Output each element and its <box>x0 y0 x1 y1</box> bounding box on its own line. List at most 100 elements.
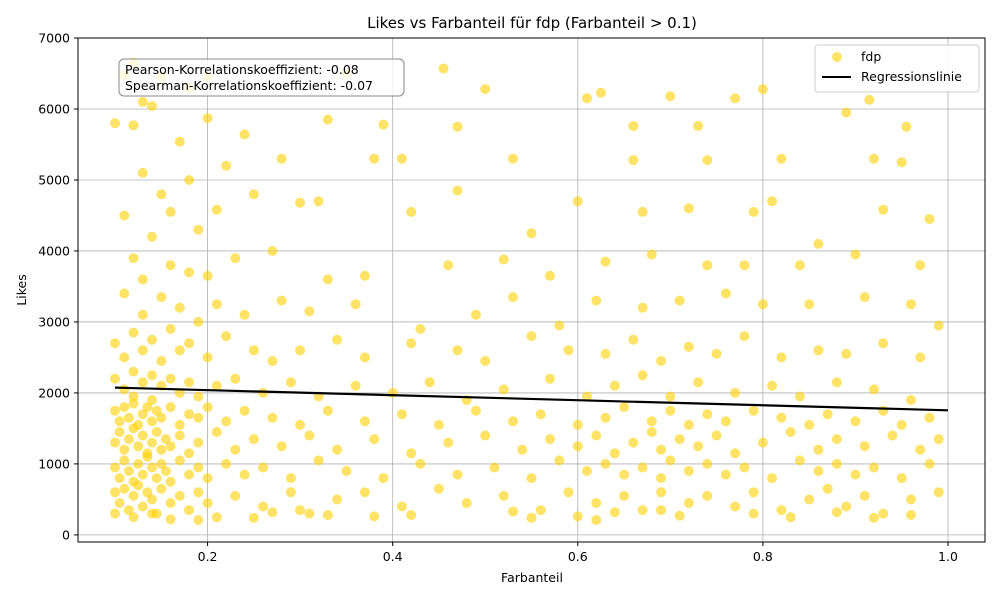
data-point <box>535 505 546 516</box>
data-point <box>133 458 144 469</box>
y-tick-label: 1000 <box>38 456 70 471</box>
data-point <box>147 508 157 519</box>
data-point <box>295 197 306 208</box>
data-point <box>230 444 241 455</box>
data-point <box>137 501 148 512</box>
data-point <box>123 505 134 516</box>
data-point <box>119 352 130 363</box>
data-point <box>582 93 592 104</box>
data-point <box>165 498 176 508</box>
data-point <box>369 511 380 522</box>
chart-title: Likes vs Farbanteil für fdp (Farbanteil … <box>367 14 697 32</box>
data-point <box>174 345 185 356</box>
data-point <box>202 270 213 281</box>
data-point <box>591 430 602 441</box>
data-point <box>193 515 204 525</box>
data-point <box>859 292 870 303</box>
data-point <box>406 448 417 459</box>
data-point <box>554 455 565 466</box>
data-point <box>142 402 153 413</box>
data-point <box>693 377 704 388</box>
data-point <box>415 458 426 469</box>
data-point <box>304 306 315 317</box>
data-point <box>864 94 875 105</box>
data-point <box>591 515 602 525</box>
data-point <box>415 324 426 334</box>
data-point <box>267 356 278 366</box>
data-point <box>572 441 583 452</box>
data-point <box>452 121 463 132</box>
data-point <box>359 416 370 427</box>
data-point <box>433 419 444 430</box>
data-point <box>128 253 139 264</box>
data-point <box>165 476 176 487</box>
data-point <box>202 402 213 413</box>
data-point <box>184 448 195 459</box>
y-tick-label: 0 <box>62 527 70 542</box>
data-point <box>193 462 204 473</box>
data-point <box>915 352 926 363</box>
data-point <box>748 487 759 498</box>
data-point <box>322 510 333 520</box>
data-point <box>619 490 630 501</box>
y-axis-label: Likes <box>14 274 29 305</box>
data-point <box>128 120 139 131</box>
data-point <box>933 487 944 498</box>
data-point <box>151 427 162 437</box>
data-point <box>267 507 278 518</box>
data-point <box>452 185 463 196</box>
data-point <box>535 409 546 420</box>
data-point <box>239 129 250 140</box>
data-point <box>221 416 232 427</box>
data-point <box>702 155 713 166</box>
data-point <box>165 441 176 452</box>
data-point <box>628 155 639 166</box>
data-point <box>730 387 741 398</box>
data-point <box>142 487 153 498</box>
data-point <box>137 167 148 178</box>
data-point <box>693 441 704 452</box>
data-point <box>545 270 555 281</box>
data-point <box>184 267 195 278</box>
annotation-box <box>118 58 405 97</box>
data-point <box>646 427 657 437</box>
data-point <box>285 487 296 498</box>
data-point <box>498 384 509 395</box>
data-point <box>110 373 120 384</box>
data-point <box>184 338 195 349</box>
data-point <box>665 91 676 102</box>
x-axis: 0.2 0.4 0.6 0.8 1.0 <box>198 542 958 564</box>
data-point <box>683 419 694 430</box>
data-point <box>637 370 648 381</box>
data-point <box>119 384 130 395</box>
data-point <box>147 416 157 427</box>
y-tick-label: 4000 <box>38 243 70 258</box>
data-point <box>572 511 583 522</box>
data-point <box>878 338 889 349</box>
data-point <box>230 253 241 264</box>
data-point <box>720 416 731 427</box>
data-point <box>739 462 750 473</box>
data-point <box>123 434 134 445</box>
data-point <box>813 444 824 455</box>
data-point <box>683 203 694 214</box>
data-point <box>156 412 167 423</box>
data-point <box>600 256 611 267</box>
data-point <box>711 430 722 441</box>
data-point <box>526 228 537 239</box>
data-point <box>901 121 912 132</box>
data-point <box>406 206 417 217</box>
data-point <box>276 153 287 164</box>
data-point <box>193 224 204 235</box>
data-point <box>248 434 259 445</box>
data-point <box>119 483 130 494</box>
data-point <box>193 487 204 498</box>
data-point <box>128 423 139 434</box>
data-point <box>757 84 768 95</box>
data-point <box>878 204 889 215</box>
data-point <box>665 405 676 416</box>
data-point <box>332 444 343 455</box>
data-point <box>452 469 463 480</box>
x-tick-label: 0.2 <box>198 549 218 564</box>
data-point <box>767 473 778 484</box>
